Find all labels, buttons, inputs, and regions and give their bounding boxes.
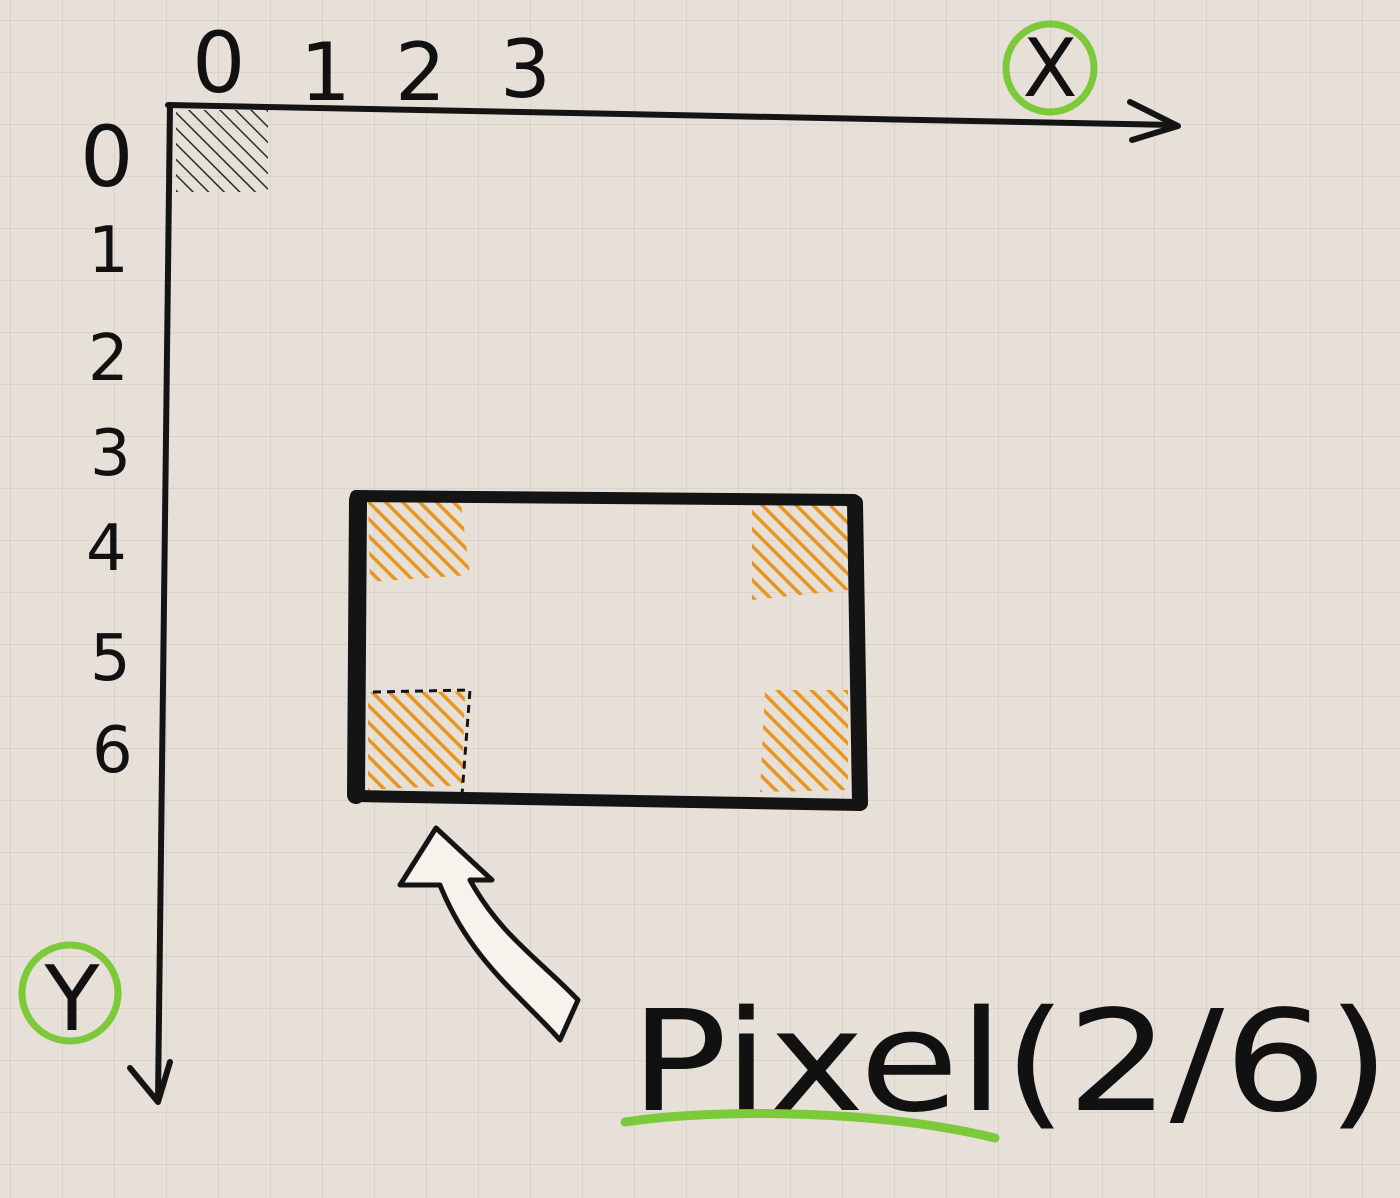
y-axis-line bbox=[155, 102, 173, 1103]
y-axis-label: Y bbox=[18, 941, 122, 1052]
y-tick-6: 6 bbox=[92, 714, 133, 788]
corner-top-left-pixel bbox=[368, 496, 470, 582]
screen-left-edge bbox=[347, 491, 367, 804]
y-label-text: Y bbox=[44, 947, 101, 1052]
x-tick-0: 0 bbox=[192, 14, 245, 112]
origin-pixel-hatch bbox=[176, 110, 268, 192]
y-tick-labels: 0 1 2 3 4 5 6 bbox=[80, 108, 133, 788]
x-tick-labels: 0 1 2 3 bbox=[192, 14, 551, 119]
corner-top-right-pixel bbox=[752, 505, 848, 600]
y-axis bbox=[127, 102, 173, 1105]
pointer-arrow bbox=[397, 825, 581, 1043]
x-label-green-circle bbox=[1002, 20, 1098, 116]
x-axis-arrowhead bbox=[1127, 99, 1181, 143]
x-axis-line bbox=[165, 102, 1178, 128]
pixel-2-6-highlight bbox=[368, 692, 465, 790]
x-axis bbox=[165, 99, 1181, 143]
x-tick-2: 2 bbox=[395, 26, 446, 119]
x-label-text: X bbox=[1023, 22, 1078, 115]
caption-text: Pixel(2/6) bbox=[630, 981, 1390, 1144]
corner-bottom-right-pixel bbox=[760, 690, 848, 792]
screen-rectangle bbox=[347, 490, 868, 811]
caption: Pixel(2/6) bbox=[620, 981, 1390, 1144]
pointer-arrow-shape bbox=[397, 825, 581, 1043]
x-tick-3: 3 bbox=[500, 23, 551, 116]
y-tick-1: 1 bbox=[88, 214, 129, 288]
y-axis-arrowhead bbox=[127, 1059, 173, 1105]
y-tick-0: 0 bbox=[80, 108, 133, 206]
caption-underline bbox=[620, 1109, 1000, 1143]
x-tick-1: 1 bbox=[300, 26, 351, 119]
y-tick-4: 4 bbox=[86, 512, 127, 586]
y-label-green-circle bbox=[18, 941, 122, 1045]
y-tick-3: 3 bbox=[90, 417, 131, 491]
y-tick-5: 5 bbox=[90, 622, 131, 696]
y-tick-2: 2 bbox=[88, 322, 129, 396]
screen-right-edge bbox=[847, 495, 868, 811]
pixel-2-6-dashed-box bbox=[372, 688, 472, 796]
x-axis-label: X bbox=[1002, 20, 1098, 116]
